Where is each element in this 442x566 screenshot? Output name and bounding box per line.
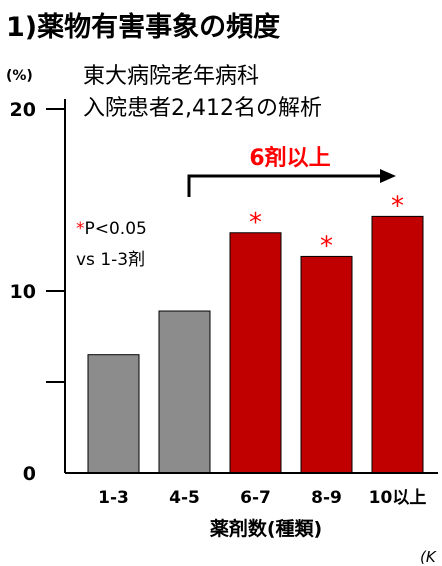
x-axis-label: 薬剤数(種類) <box>209 517 322 540</box>
x-tick-label: 4-5 <box>169 488 200 508</box>
subtitle-line-2: 入院患者2,412名の解析 <box>83 96 322 121</box>
x-tick-label: 8-9 <box>311 488 342 508</box>
bracket: 6剤以上 <box>187 145 396 197</box>
bar-8-9 <box>300 255 353 474</box>
note-comparison: vs 1-3剤 <box>76 250 145 270</box>
y-tick-label: 0 <box>23 463 36 485</box>
y-axis-unit: (%) <box>6 68 33 84</box>
y-tick-label: 20 <box>10 99 36 121</box>
x-tick-label: 10以上 <box>369 488 427 508</box>
x-tick-label: 6-7 <box>240 488 271 508</box>
bracket-label: 6剤以上 <box>249 145 330 171</box>
chart-title: 1)薬物有害事象の頻度 <box>6 11 280 43</box>
bracket-line <box>187 174 380 197</box>
significance-star: * <box>391 191 404 221</box>
svg-text:*P<0.05: *P<0.05 <box>76 219 147 239</box>
note-pvalue: P<0.05 <box>85 219 147 239</box>
significance-star: * <box>249 208 262 238</box>
corner-fragment: (K <box>420 548 437 566</box>
bar-4-5 <box>158 310 211 474</box>
significance-stars: * * * <box>249 191 404 261</box>
note-star: * <box>76 219 85 239</box>
note: *P<0.05 vs 1-3剤 <box>76 219 147 270</box>
significance-star: * <box>320 231 333 261</box>
bracket-arrowhead <box>380 169 396 183</box>
bar-10以上 <box>371 215 424 474</box>
bar-6-7 <box>229 232 282 474</box>
subtitle-line-1: 東大病院老年病科 <box>83 64 259 89</box>
bar-1-3 <box>87 354 140 474</box>
y-axis-ticks: 0 10 20 <box>10 99 65 485</box>
x-tick-label: 1-3 <box>98 488 129 508</box>
y-tick-label: 10 <box>10 281 36 303</box>
x-axis-ticks: 1-3 4-5 6-7 8-9 10以上 <box>98 488 426 508</box>
bars <box>87 215 424 474</box>
